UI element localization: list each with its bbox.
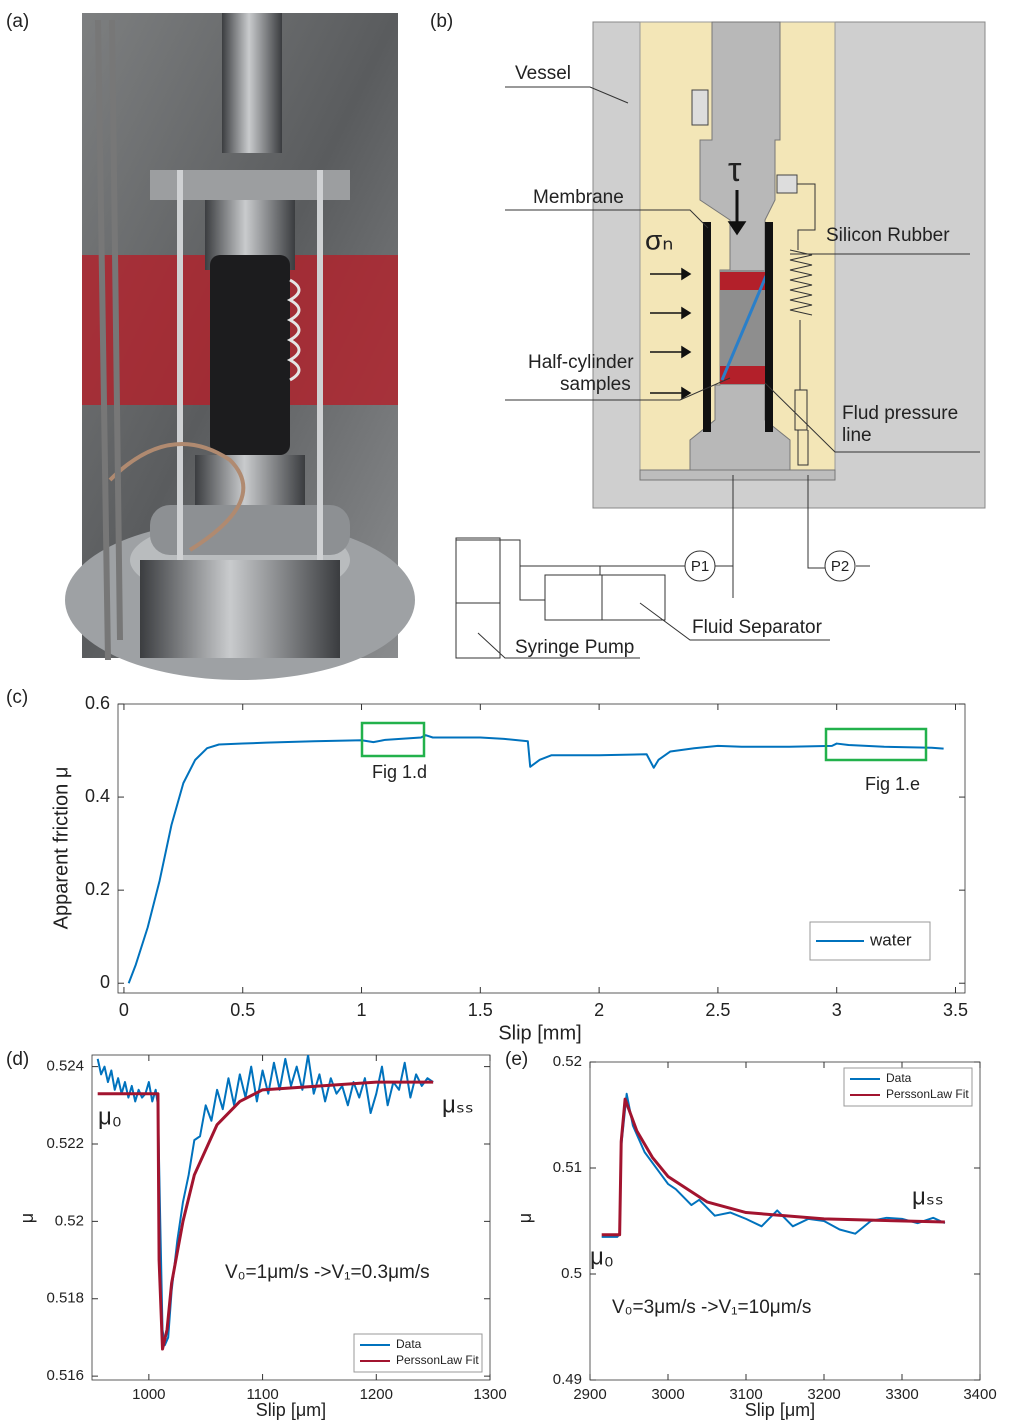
x-axis-label: Slip [μm] — [256, 1400, 326, 1420]
y-tick-label: 0 — [100, 972, 110, 992]
y-tick-label: 0.2 — [85, 879, 110, 899]
x-tick-label: 3000 — [651, 1386, 684, 1403]
legend-label: Data — [886, 1071, 912, 1085]
legend — [809, 921, 931, 961]
annotation: μ₀ — [590, 1243, 614, 1270]
y-tick-label: 0.522 — [46, 1135, 84, 1152]
diagram-label: Fluid Separator — [692, 617, 823, 638]
y-tick-label: 0.52 — [553, 1053, 582, 1070]
panel-label: (c) — [6, 687, 28, 708]
photo — [65, 13, 415, 680]
y-tick-label: 0.51 — [553, 1159, 582, 1176]
diagram-label: P2 — [831, 558, 849, 575]
x-tick-label: 2900 — [573, 1386, 606, 1403]
diagram-label: Syringe Pump — [515, 637, 634, 658]
panel-label: (d) — [6, 1049, 29, 1070]
diagram-label: Vessel — [515, 63, 571, 84]
panel-label: (a) — [6, 11, 29, 32]
data-line — [96, 1055, 434, 1347]
x-tick-label: 0 — [119, 1000, 129, 1020]
legend — [353, 1333, 483, 1373]
legend — [843, 1067, 973, 1107]
y-axis-label: Apparent friction μ — [50, 767, 72, 930]
x-tick-label: 3200 — [807, 1386, 840, 1403]
y-tick-label: 0.49 — [553, 1371, 582, 1388]
x-tick-label: 1.5 — [468, 1000, 493, 1020]
x-tick-label: 1000 — [132, 1386, 165, 1403]
panel-label: (b) — [430, 11, 453, 32]
data-line — [601, 1097, 945, 1237]
data-line — [97, 1080, 434, 1351]
x-axis-label: Slip [mm] — [498, 1022, 581, 1044]
y-tick-label: 0.4 — [85, 786, 110, 806]
diagram-label: samples — [560, 374, 631, 395]
data-line — [127, 734, 944, 984]
x-tick-label: 2.5 — [705, 1000, 730, 1020]
diagram-label: line — [842, 425, 872, 446]
annotation: V₀=1μm/s ->V₁=0.3μm/s — [225, 1262, 430, 1283]
annotation: μₛₛ — [442, 1091, 474, 1118]
highlight-box — [360, 721, 426, 758]
legend-label: PerssonLaw Fit — [396, 1353, 479, 1367]
annotation: μ₀ — [98, 1103, 122, 1130]
x-tick-label: 1 — [357, 1000, 367, 1020]
highlight-box — [824, 727, 928, 762]
diagram-label: Silicon Rubber — [826, 225, 950, 246]
annotation: V₀=3μm/s ->V₁=10μm/s — [612, 1297, 811, 1318]
y-axis-label: μ — [515, 1213, 535, 1223]
x-tick-label: 2 — [594, 1000, 604, 1020]
diagram-label: Flud pressure — [842, 403, 958, 424]
y-tick-label: 0.6 — [85, 693, 110, 713]
y-tick-label: 0.516 — [46, 1367, 84, 1384]
x-axis-label: Slip [μm] — [745, 1400, 815, 1420]
plot-area — [91, 1054, 491, 1381]
y-tick-label: 0.524 — [46, 1058, 84, 1075]
x-tick-label: 3100 — [729, 1386, 762, 1403]
diagram-label: σₙ — [645, 224, 673, 255]
x-tick-label: 1300 — [473, 1386, 506, 1403]
diagram-label: τ — [728, 151, 742, 189]
y-tick-label: 0.5 — [561, 1265, 582, 1282]
vessel-diagram — [455, 21, 986, 659]
diagram-label: Half-cylinder — [528, 352, 634, 373]
y-tick-label: 0.52 — [55, 1212, 84, 1229]
x-tick-label: 3 — [832, 1000, 842, 1020]
annotation: Fig 1.e — [865, 774, 920, 794]
x-tick-label: 1100 — [246, 1386, 278, 1403]
y-axis-label: μ — [17, 1213, 37, 1223]
legend-label: PerssonLaw Fit — [886, 1087, 969, 1101]
x-tick-label: 3400 — [963, 1386, 996, 1403]
legend-label: water — [869, 930, 912, 949]
x-tick-label: 3300 — [885, 1386, 918, 1403]
y-tick-label: 0.518 — [46, 1290, 84, 1307]
diagram-label: P1 — [691, 558, 709, 575]
diagram-label: Membrane — [533, 187, 624, 208]
x-tick-label: 3.5 — [943, 1000, 968, 1020]
annotation: Fig 1.d — [372, 762, 427, 782]
annotation: μₛₛ — [912, 1183, 944, 1210]
legend-label: Data — [396, 1337, 422, 1351]
x-tick-label: 1200 — [360, 1386, 393, 1403]
x-tick-label: 0.5 — [230, 1000, 255, 1020]
panel-label: (e) — [505, 1049, 528, 1070]
